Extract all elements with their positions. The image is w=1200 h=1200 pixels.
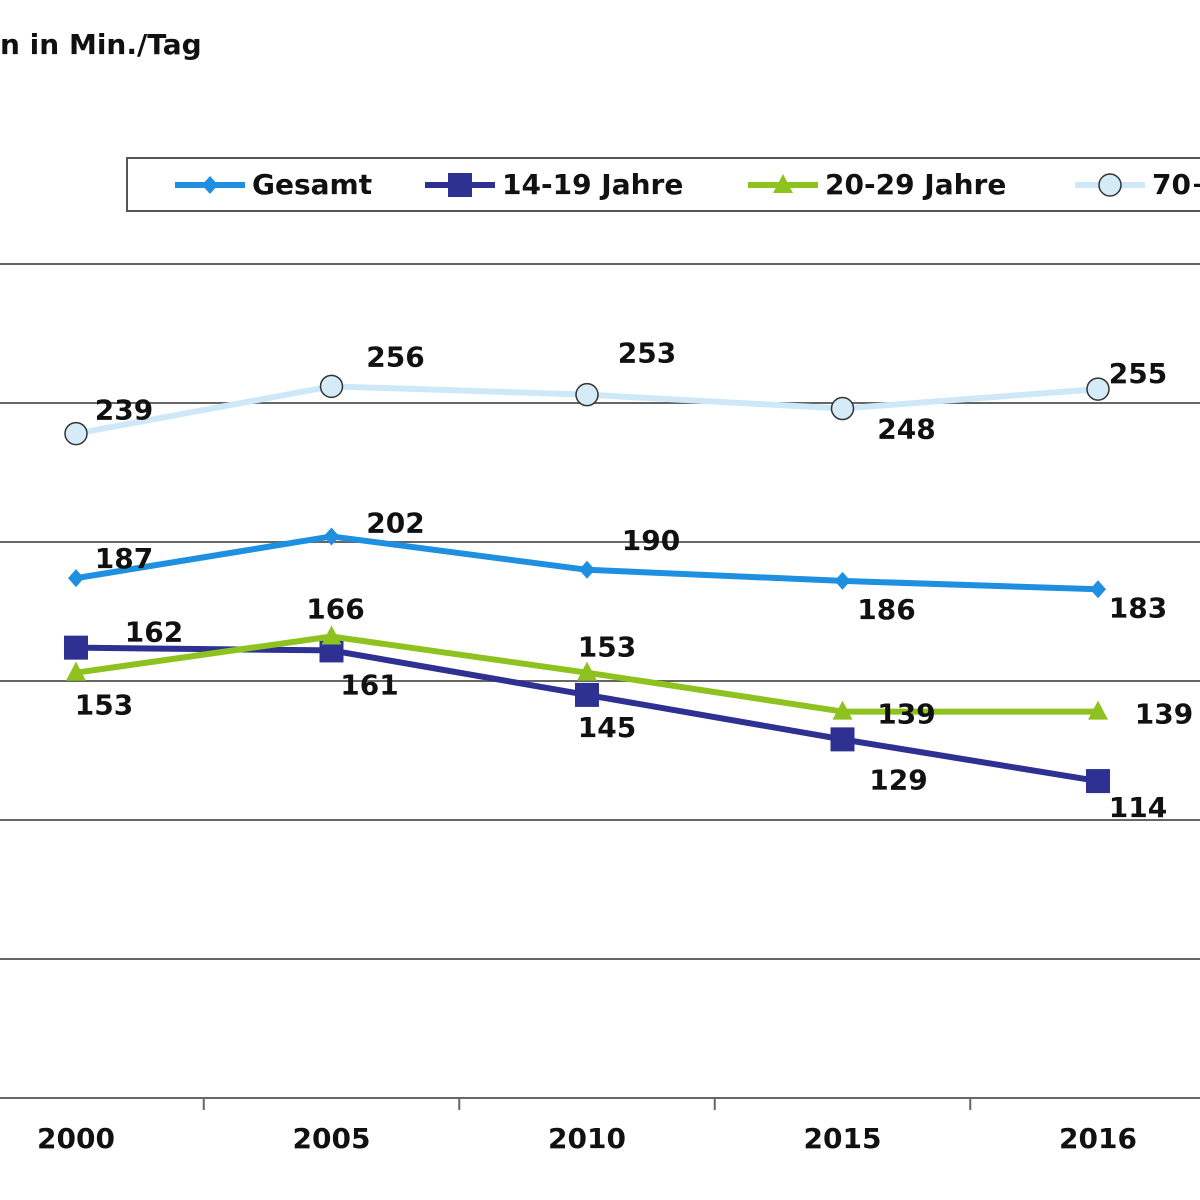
marker (64, 421, 88, 446)
marker (64, 635, 88, 660)
marker (834, 571, 851, 590)
marker (448, 173, 472, 197)
data-label: 129 (869, 763, 927, 796)
data-label: 248 (877, 413, 935, 446)
marker (1086, 377, 1110, 401)
data-label: 166 (306, 593, 364, 626)
data-label: 255 (1109, 357, 1167, 390)
marker (323, 527, 340, 546)
data-label: 239 (95, 394, 153, 427)
data-label: 183 (1109, 591, 1167, 624)
marker (575, 382, 599, 407)
marker (832, 700, 853, 720)
marker (1098, 173, 1122, 197)
x-tick-label: 2005 (293, 1122, 371, 1155)
legend-box (126, 157, 1200, 212)
data-label: 202 (366, 506, 424, 539)
legend-label: Gesamt (252, 168, 372, 201)
legend-label: 14-19 Jahre (502, 168, 683, 201)
marker (321, 625, 342, 645)
data-label: 187 (95, 542, 153, 575)
marker (830, 727, 855, 752)
legend-label: 20-29 Jahre (825, 168, 1006, 201)
marker (202, 176, 218, 194)
data-label: 145 (578, 711, 636, 744)
data-label: 253 (618, 337, 676, 370)
chart-title: n in Min./Tag (0, 28, 202, 61)
data-label: 256 (366, 340, 424, 373)
data-label: 139 (1135, 698, 1193, 731)
marker (830, 396, 855, 421)
data-label: 162 (125, 616, 183, 649)
data-label: 190 (622, 524, 680, 557)
data-label: 153 (578, 631, 636, 664)
data-label: 153 (75, 689, 133, 722)
marker (1088, 700, 1108, 720)
marker (1086, 769, 1110, 794)
marker (577, 661, 597, 681)
data-label: 161 (340, 668, 398, 701)
x-tick-label: 2000 (37, 1122, 115, 1155)
marker (66, 661, 86, 681)
data-label: 114 (1109, 791, 1167, 824)
data-label: 139 (877, 698, 935, 731)
marker (773, 174, 793, 193)
marker (575, 682, 599, 707)
x-tick-label: 2010 (548, 1122, 626, 1155)
x-tick-label: 2016 (1059, 1122, 1137, 1155)
marker (68, 569, 84, 588)
legend-label: 70+ (1152, 168, 1200, 201)
x-tick-label: 2015 (804, 1122, 882, 1155)
marker (319, 374, 344, 399)
data-label: 186 (857, 593, 915, 626)
marker (1090, 580, 1106, 599)
marker (579, 560, 595, 579)
